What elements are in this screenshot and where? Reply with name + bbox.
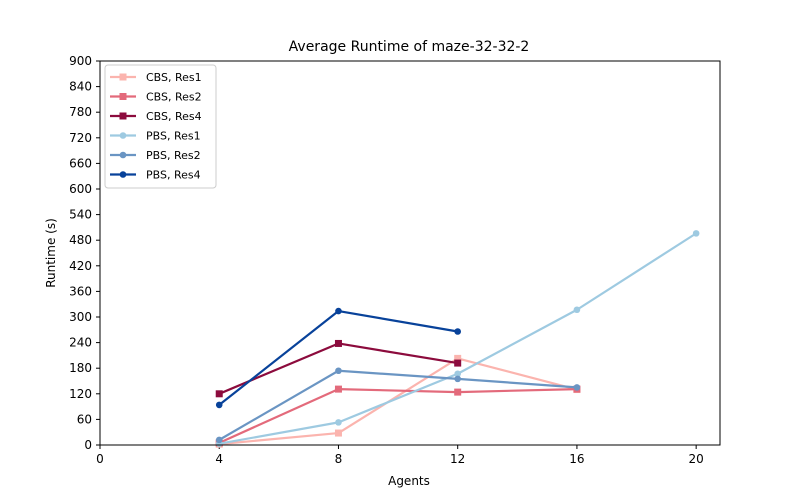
legend-label: CBS, Res2 — [146, 91, 202, 104]
data-point — [454, 354, 462, 362]
y-tick-label: 180 — [69, 361, 92, 375]
data-point — [334, 429, 342, 437]
legend-marker — [119, 93, 127, 100]
x-tick-label: 12 — [450, 452, 465, 466]
legend-label: PBS, Res1 — [146, 130, 201, 143]
legend-entry: PBS, Res4 — [110, 169, 201, 182]
x-tick-label: 8 — [335, 452, 343, 466]
legend-label: PBS, Res2 — [146, 149, 201, 162]
data-point — [454, 328, 461, 335]
legend: CBS, Res1 CBS, Res2 CBS, Res4 PBS, Res1 PBS,… — [104, 64, 217, 189]
data-point — [334, 385, 342, 393]
data-point — [454, 375, 461, 383]
chart-title: Average Runtime of maze-32-32-2 — [289, 39, 530, 55]
axis-ticks: 0 4 8 12 16 20 0 60 120 180 240 300 360 420 480 540 600 6… — [69, 54, 704, 466]
legend-marker — [119, 171, 127, 178]
data-point — [454, 370, 461, 378]
data-point — [454, 388, 462, 396]
x-tick-label: 16 — [569, 452, 584, 466]
series-cbs-res4 — [215, 339, 462, 398]
y-tick-label: 60 — [77, 412, 92, 426]
y-tick-label: 720 — [69, 131, 92, 145]
data-point — [335, 419, 342, 426]
data-point — [215, 401, 223, 409]
y-tick-label: 900 — [69, 54, 92, 68]
legend-entry: CBS, Res2 — [110, 91, 202, 104]
series-line — [218, 388, 577, 444]
series-line — [219, 357, 578, 446]
data-point — [215, 390, 223, 398]
legend-marker — [119, 151, 127, 159]
y-tick-label: 780 — [69, 105, 92, 119]
legend-entry: CBS, Res1 — [110, 71, 202, 84]
legend-marker — [119, 132, 127, 139]
y-tick-label: 120 — [69, 387, 92, 401]
plot-frame — [99, 60, 721, 446]
legend-entry: PBS, Res1 — [110, 130, 201, 143]
x-tick-label: 4 — [215, 452, 223, 466]
series-pbs-res1 — [215, 230, 700, 448]
data-point — [334, 339, 342, 347]
y-tick-label: 600 — [69, 182, 92, 196]
x-tick-label: 0 — [96, 452, 104, 466]
data-point — [573, 384, 581, 391]
legend-entry: PBS, Res2 — [110, 149, 201, 162]
series-lines — [215, 230, 700, 448]
y-tick-label: 420 — [69, 259, 92, 273]
legend-marker — [119, 73, 127, 81]
data-point — [573, 306, 581, 314]
series-line — [218, 369, 578, 441]
x-axis-label: Agents — [388, 474, 430, 488]
data-point — [335, 307, 342, 315]
x-tick-label: 20 — [689, 452, 704, 466]
data-point — [692, 230, 700, 237]
y-tick-label: 360 — [69, 284, 92, 298]
series-pbs-res2 — [215, 367, 581, 444]
legend-marker — [119, 112, 127, 120]
y-tick-label: 660 — [69, 156, 92, 170]
y-tick-label: 240 — [69, 336, 92, 350]
y-axis-label: Runtime (s) — [44, 218, 58, 288]
data-point — [215, 436, 223, 444]
y-tick-label: 0 — [84, 438, 92, 452]
y-tick-label: 480 — [69, 233, 92, 247]
series-pbs-res4 — [215, 307, 461, 409]
legend-label: CBS, Res1 — [146, 71, 202, 84]
y-tick-label: 300 — [69, 310, 92, 324]
legend-label: PBS, Res4 — [146, 169, 201, 182]
y-tick-label: 540 — [69, 208, 92, 222]
series-line — [219, 232, 697, 445]
legend-entry: CBS, Res4 — [110, 110, 202, 123]
data-point — [454, 359, 462, 367]
y-tick-label: 840 — [69, 80, 92, 94]
legend-label: CBS, Res4 — [146, 110, 202, 123]
data-point — [335, 367, 342, 375]
